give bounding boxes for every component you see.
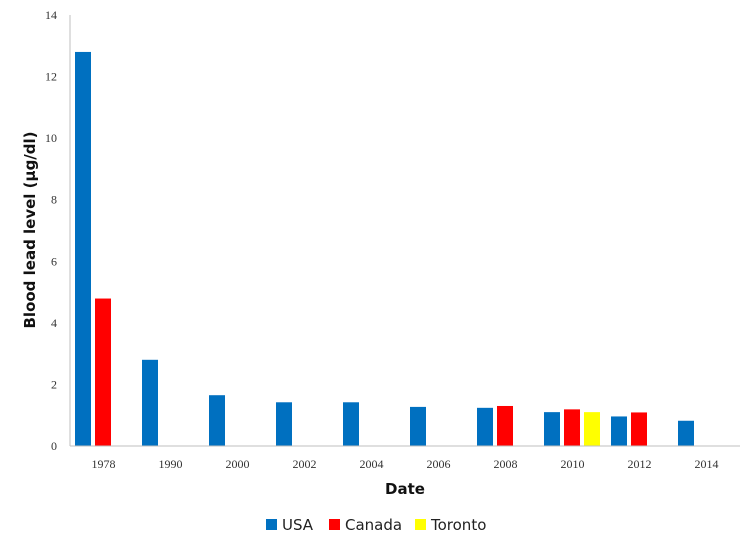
x-axis-ticks: 1978 1990 2000 2002 2004 2006 2008 2010 2012 2014 [92, 457, 719, 471]
bar-canada-2008 [497, 405, 513, 446]
y-tick-label: 14 [45, 8, 57, 22]
bar-usa-2002 [276, 402, 292, 446]
x-tick-label: 2002 [293, 457, 317, 471]
y-tick-label: 6 [51, 254, 57, 268]
legend-swatch-canada [329, 519, 340, 530]
bar-usa-2012 [611, 416, 627, 446]
legend-label-usa: USA [282, 516, 314, 534]
y-tick-label: 8 [51, 193, 57, 207]
bar-usa-2004 [343, 402, 359, 446]
legend-swatch-usa [266, 519, 277, 530]
y-tick-label: 4 [51, 316, 57, 330]
x-tick-label: 1978 [92, 457, 116, 471]
bar-usa-2000 [209, 395, 225, 446]
x-tick-label: 2000 [226, 457, 250, 471]
x-tick-label: 2014 [695, 457, 719, 471]
bar-toronto-2010 [584, 412, 600, 446]
x-tick-label: 2004 [360, 457, 384, 471]
legend-swatch-toronto [415, 519, 426, 530]
bar-usa-2008 [477, 407, 493, 446]
bar-canada-1978 [95, 298, 111, 446]
bar-usa-2014 [678, 420, 694, 446]
bar-canada-2010 [564, 409, 580, 446]
bar-usa-2010 [544, 412, 560, 446]
y-tick-label: 2 [51, 377, 57, 391]
y-tick-label: 0 [51, 439, 57, 453]
legend-label-toronto: Toronto [430, 516, 486, 534]
legend-label-canada: Canada [345, 516, 402, 534]
y-tick-label: 10 [45, 131, 57, 145]
x-tick-label: 2008 [494, 457, 518, 471]
legend: USA Canada Toronto [266, 516, 486, 534]
x-tick-label: 2010 [561, 457, 585, 471]
x-tick-label: 2012 [628, 457, 652, 471]
bar-usa-2006 [410, 406, 426, 446]
bar-usa-1990 [142, 359, 158, 446]
y-axis-title: Blood lead level (µg/dl) [21, 131, 39, 328]
x-tick-label: 1990 [159, 457, 183, 471]
bar-usa-1978 [75, 51, 91, 446]
bars [75, 51, 694, 446]
y-tick-label: 12 [45, 70, 57, 84]
x-axis-title: Date [385, 480, 425, 498]
bar-canada-2012 [631, 412, 647, 446]
x-tick-label: 2006 [427, 457, 451, 471]
y-axis-ticks: 0 2 4 6 8 10 12 14 [45, 8, 57, 453]
